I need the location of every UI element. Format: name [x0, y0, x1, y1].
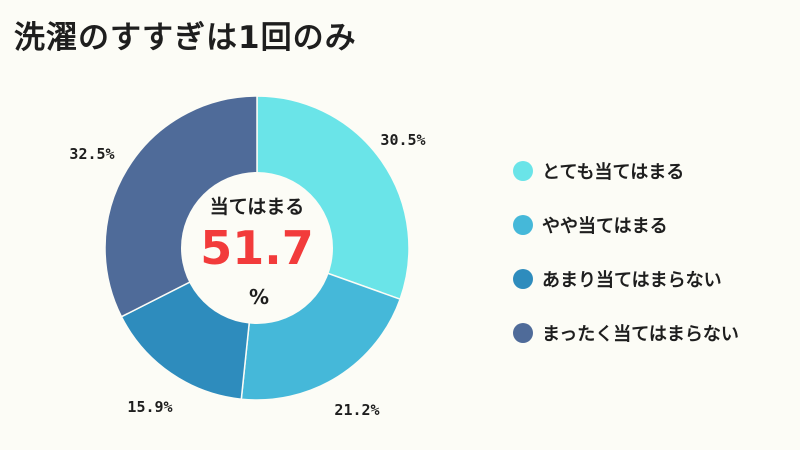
center-value: 51.7 — [200, 221, 314, 275]
legend-item: とても当てはまる — [513, 158, 739, 184]
legend-swatch — [513, 215, 533, 235]
center-unit: % — [249, 285, 269, 309]
legend-label: とても当てはまる — [542, 162, 685, 183]
legend: とても当てはまる やや当てはまる あまり当てはまらない まったく当てはまらない — [513, 158, 739, 374]
slice-value-label: 21.2% — [334, 401, 379, 419]
legend-label: まったく当てはまらない — [542, 324, 739, 345]
slice-value-label: 30.5% — [380, 131, 425, 149]
legend-label: あまり当てはまらない — [542, 270, 722, 291]
slice-value-label: 15.9% — [127, 398, 172, 416]
legend-label: やや当てはまる — [542, 216, 668, 237]
legend-item: やや当てはまる — [513, 212, 739, 238]
legend-swatch — [513, 161, 533, 181]
slice-labels: 30.5% 21.2% 15.9% 32.5% — [69, 131, 425, 419]
slice-value-label: 32.5% — [69, 145, 114, 163]
legend-swatch — [513, 323, 533, 343]
legend-item: まったく当てはまらない — [513, 320, 739, 346]
donut-hole — [181, 172, 333, 324]
center-caption: 当てはまる — [210, 195, 305, 218]
chart-title: 洗濯のすすぎは1回のみ — [14, 20, 357, 56]
legend-swatch — [513, 269, 533, 289]
legend-item: あまり当てはまらない — [513, 266, 739, 292]
